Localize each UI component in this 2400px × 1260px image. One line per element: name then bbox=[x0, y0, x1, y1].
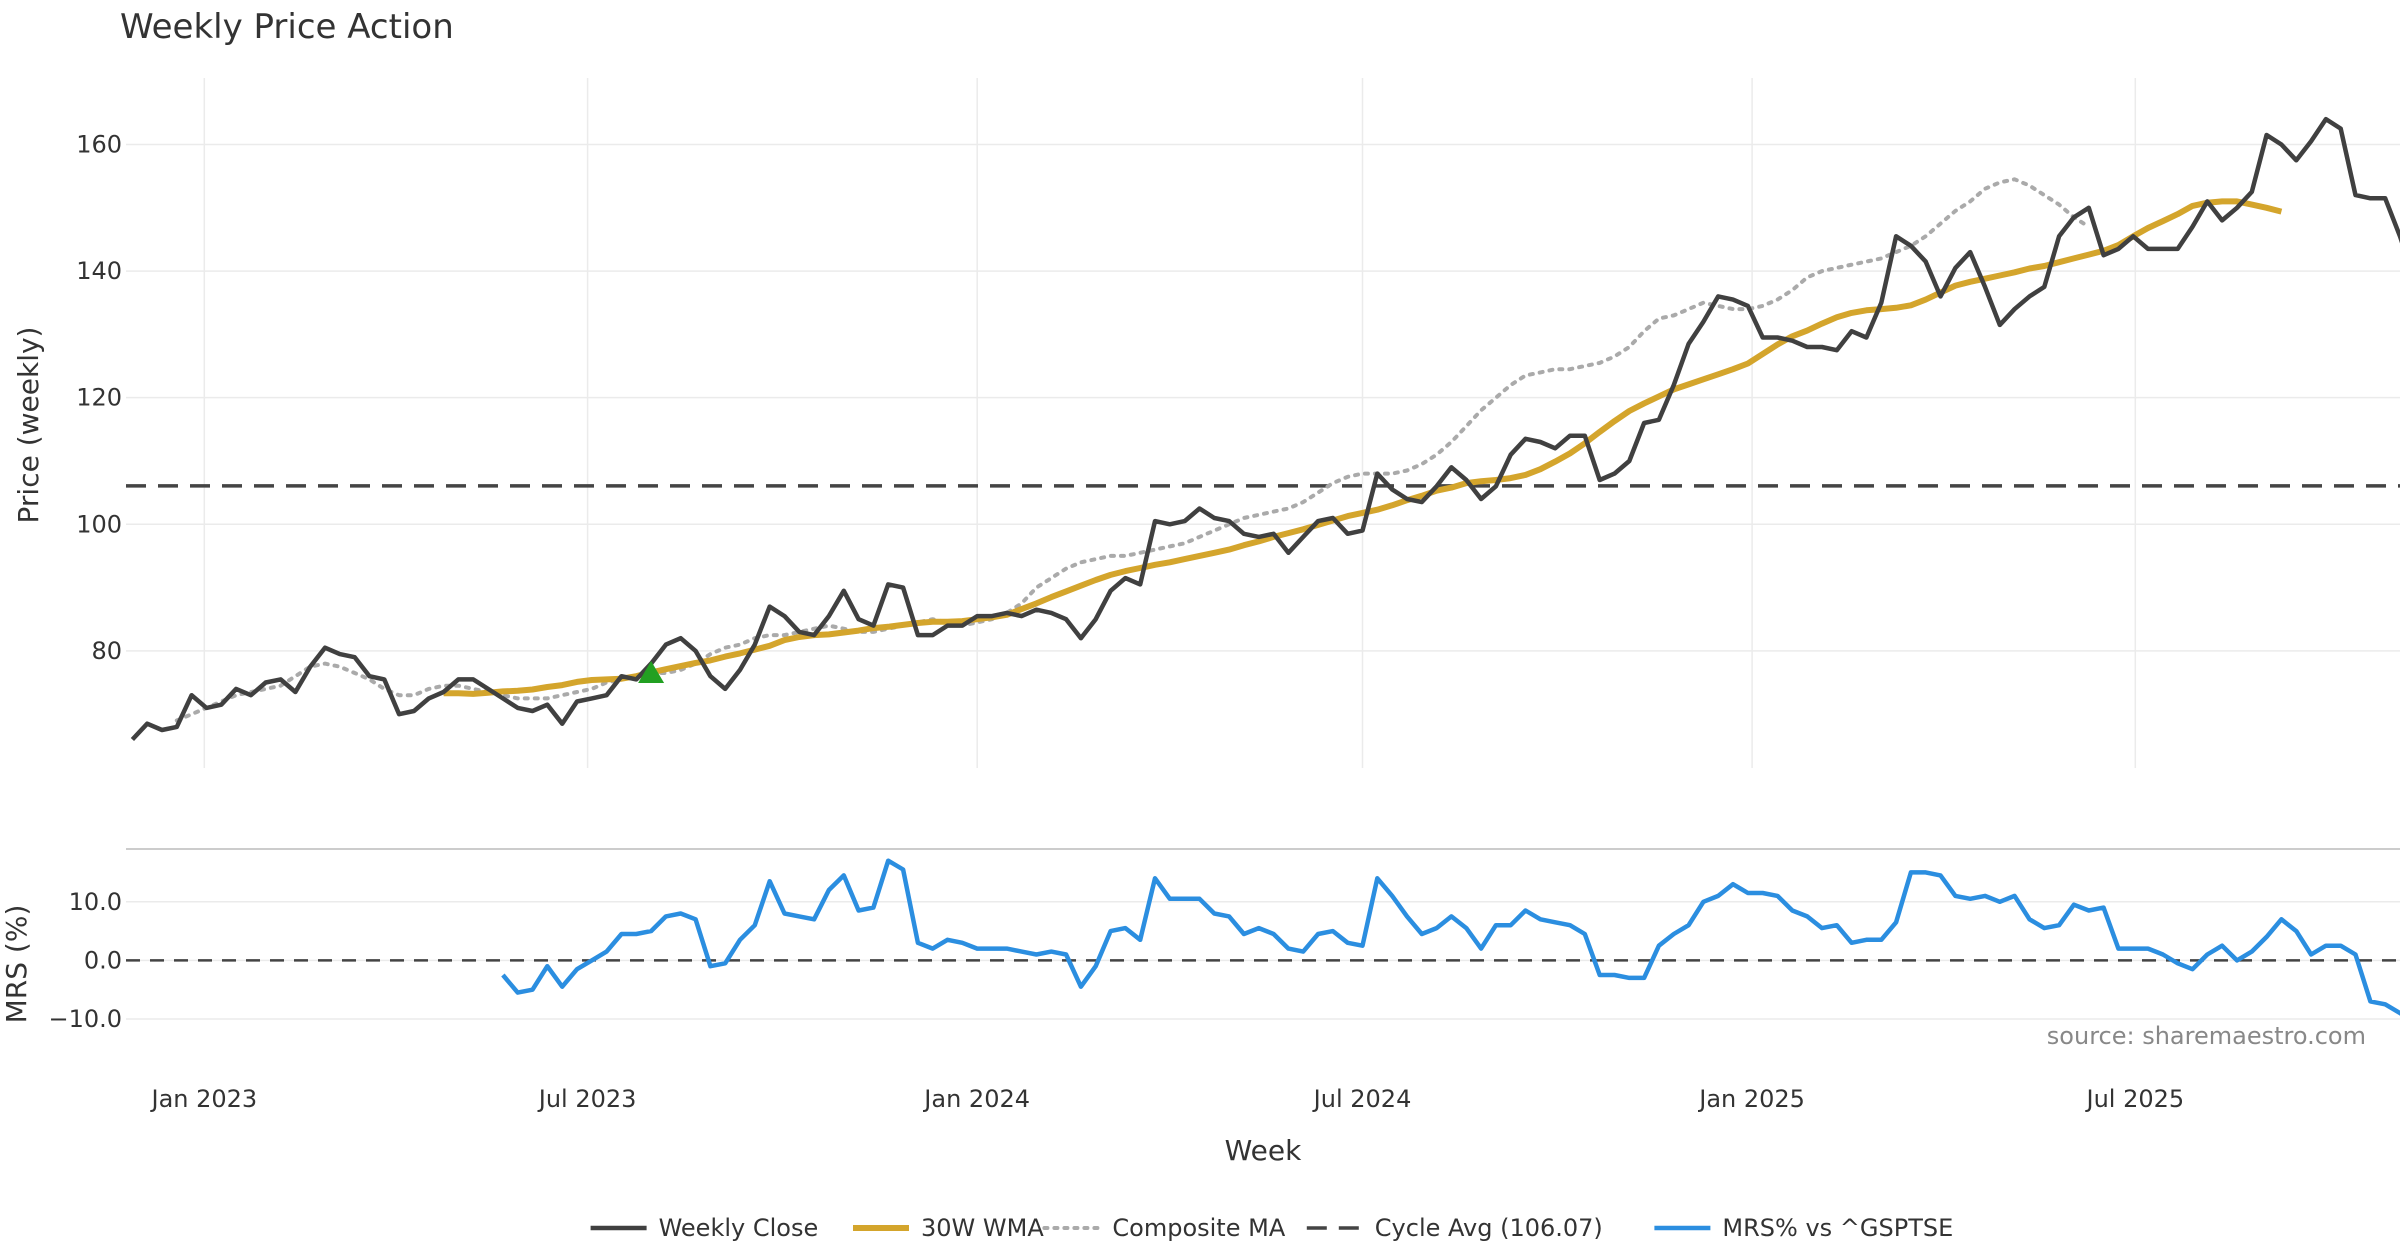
series-line-composite-ma bbox=[174, 177, 2091, 723]
price-y-axis-label: Price (weekly) bbox=[12, 327, 45, 524]
price-y-tick-label: 160 bbox=[76, 130, 122, 158]
mrs-y-axis: 10.0 0.0 −10.0 bbox=[48, 888, 122, 1033]
x-tick-label: Jul 2024 bbox=[1312, 1085, 1412, 1113]
series-line-weekly-close bbox=[130, 116, 2400, 742]
mrs-y-tick-label: 0.0 bbox=[84, 946, 122, 974]
mrs-y-axis-label: MRS (%) bbox=[0, 905, 33, 1024]
mrs-panel-series bbox=[126, 858, 2400, 1016]
legend-entry-mrs: MRS% vs ^GSPTSE bbox=[1654, 1214, 1953, 1242]
price-y-tick-label: 80 bbox=[91, 637, 122, 665]
chart-title: Weekly Price Action bbox=[120, 7, 454, 47]
signal-marker bbox=[638, 661, 665, 684]
mrs-y-tick-label: −10.0 bbox=[48, 1005, 122, 1033]
legend-label-mrs: MRS% vs ^GSPTSE bbox=[1722, 1214, 1953, 1242]
price-y-axis: 80 100 120 140 160 bbox=[76, 130, 122, 664]
mrs-y-tick-label: 10.0 bbox=[69, 888, 122, 916]
price-panel-series bbox=[126, 116, 2400, 742]
x-tick-label: Jul 2023 bbox=[537, 1085, 637, 1113]
legend-label-cycle-avg: Cycle Avg (106.07) bbox=[1375, 1214, 1603, 1242]
x-tick-label: Jul 2025 bbox=[2084, 1085, 2184, 1113]
legend-entry-weekly-close: Weekly Close bbox=[590, 1214, 819, 1242]
series-line-mrs bbox=[501, 858, 2400, 1016]
legend-entry-composite-ma: Composite MA bbox=[1042, 1214, 1286, 1242]
x-axis-label: Week bbox=[1225, 1134, 1302, 1167]
x-tick-label: Jan 2025 bbox=[1697, 1085, 1805, 1113]
legend: Weekly Close 30W WMA Composite MA Cycle Avg… bbox=[590, 1214, 1953, 1242]
price-y-tick-label: 100 bbox=[76, 510, 122, 538]
x-tick-label: Jan 2024 bbox=[922, 1085, 1030, 1113]
x-axis: Jan 2023 Jul 2023 Jan 2024 Jul 2024 Jan 2025… bbox=[149, 1085, 2184, 1113]
x-tick-label: Jan 2023 bbox=[149, 1085, 257, 1113]
legend-entry-wma-30w: 30W WMA bbox=[853, 1214, 1044, 1242]
legend-label-weekly-close: Weekly Close bbox=[659, 1214, 819, 1242]
legend-entry-cycle-avg: Cycle Avg (106.07) bbox=[1306, 1214, 1603, 1242]
source-annotation: source: sharemaestro.com bbox=[2047, 1022, 2366, 1050]
legend-label-composite-ma: Composite MA bbox=[1112, 1214, 1285, 1242]
legend-label-wma-30w: 30W WMA bbox=[921, 1214, 1044, 1242]
price-y-tick-label: 120 bbox=[76, 384, 122, 412]
price-y-tick-label: 140 bbox=[76, 257, 122, 285]
price-panel-grid bbox=[126, 78, 2400, 768]
